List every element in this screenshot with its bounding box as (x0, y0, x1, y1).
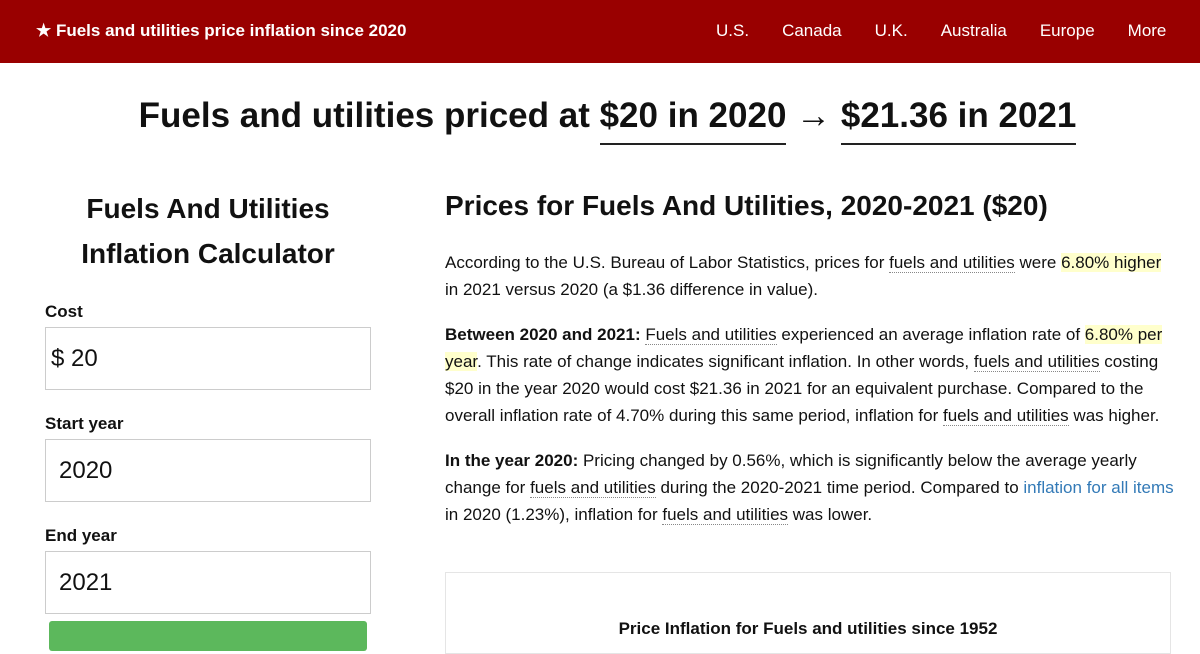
headline: Fuels and utilities priced at $20 in 202… (0, 96, 1200, 145)
lead: Between 2020 and 2021: (445, 325, 641, 344)
highlight: 6.80% higher (1061, 253, 1162, 272)
text: in 2021 versus 2020 (a $1.36 difference … (445, 280, 818, 299)
headline-arrow: → (796, 96, 832, 135)
input-value: 20 (71, 345, 98, 372)
term: fuels and utilities (662, 505, 789, 525)
cost-input[interactable]: $ 20 (45, 327, 371, 390)
text: was higher. (1068, 406, 1160, 425)
text: experienced an average inflation rate of (776, 325, 1085, 344)
headline-prefix: Fuels and utilities priced at (138, 96, 590, 135)
term: Fuels and utilities (645, 325, 777, 345)
article-title: Prices for Fuels And Utilities, 2020-202… (445, 190, 1048, 221)
field-label: Start year (45, 414, 124, 433)
currency-prefix: $ (51, 345, 65, 372)
calculator-title: Fuels And Utilities Inflation Calculator (81, 193, 335, 269)
term: fuels and utilities (973, 352, 1100, 372)
term: fuels and utilities (943, 406, 1069, 426)
term: fuels and utilities (889, 253, 1015, 273)
text: during the 2020-2021 time period. Compar… (655, 478, 1024, 497)
paragraph: According to the U.S. Bureau of Labor St… (445, 249, 1175, 303)
field-label: End year (45, 526, 117, 545)
text: in 2020 (1.23%), inflation for (445, 505, 663, 524)
calculator: Fuels And Utilities Inflation Calculator… (45, 186, 371, 638)
input-value: 2020 (59, 457, 113, 484)
start-year-input[interactable]: 2020 (45, 439, 371, 502)
text: was lower. (788, 505, 873, 524)
input-value: 2021 (59, 569, 113, 596)
text: were (1014, 253, 1062, 272)
headline-to: $21.36 in 2021 (840, 96, 1077, 145)
text: costing $20 in the year 2020 would cost … (445, 352, 1159, 425)
chart-box: Price Inflation for Fuels and utilities … (445, 572, 1171, 654)
nav-link[interactable]: Australia (940, 21, 1007, 40)
brand[interactable]: ★ Fuels and utilities price inflation si… (36, 21, 407, 40)
text: . This rate of change indicates signific… (477, 352, 974, 371)
nav-link[interactable]: Canada (782, 21, 842, 40)
end-year-input[interactable]: 2021 (45, 551, 371, 614)
text: Pricing changed by 0.56%, which is signi… (445, 451, 1137, 497)
nav-link[interactable]: More (1127, 21, 1167, 40)
chart-title: Price Inflation for Fuels and utilities … (618, 619, 998, 638)
article: Prices for Fuels And Utilities, 2020-202… (445, 188, 1175, 546)
term: fuels and utilities (530, 478, 656, 498)
calculate-button[interactable] (49, 621, 367, 651)
nav-bar: ★ Fuels and utilities price inflation si… (0, 0, 1200, 63)
headline-from: $20 in 2020 (599, 96, 787, 145)
nav-link[interactable]: U.K. (874, 21, 908, 40)
field-label: Cost (45, 302, 83, 321)
paragraph: Between 2020 and 2021: Fuels and utiliti… (445, 321, 1175, 429)
paragraph: In the year 2020: Pricing changed by 0.5… (445, 447, 1175, 528)
nav-links: U.S. Canada U.K. Australia Europe More (716, 21, 1199, 41)
nav-link[interactable]: Europe (1039, 21, 1095, 40)
lead: In the year 2020: (445, 451, 579, 470)
link[interactable]: inflation for all items (1023, 478, 1174, 497)
nav-link[interactable]: U.S. (716, 21, 750, 40)
text: According to the U.S. Bureau of Labor St… (445, 253, 890, 272)
